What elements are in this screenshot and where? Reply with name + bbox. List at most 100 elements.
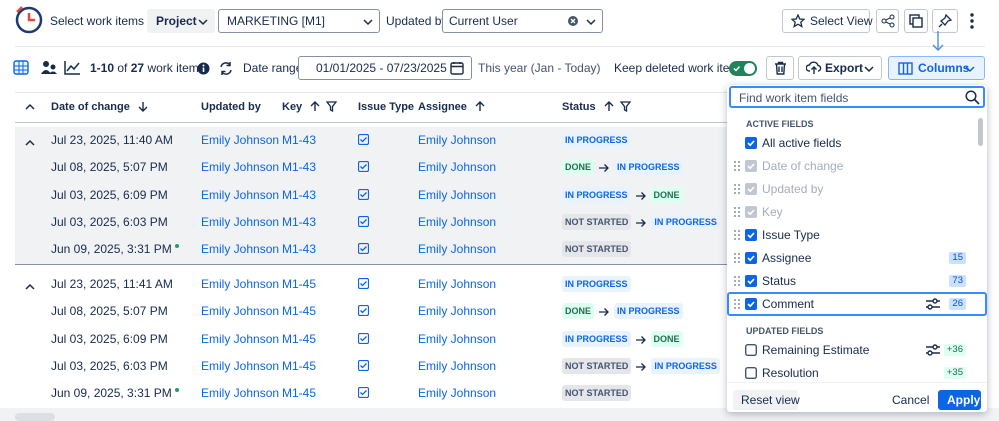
- field-checkbox[interactable]: [744, 366, 758, 382]
- panel-scrollbar: [978, 118, 983, 146]
- column-header[interactable]: Key: [282, 101, 303, 113]
- project-select[interactable]: MARKETING [M1]: [218, 9, 380, 33]
- updated-by-cell[interactable]: Emily Johnson: [201, 214, 280, 229]
- assignee-cell[interactable]: Emily Johnson: [418, 304, 497, 319]
- column-header[interactable]: Date of change: [51, 101, 130, 113]
- status-badge: NOT STARTED: [562, 241, 632, 258]
- status-badge: IN PROGRESS: [614, 303, 683, 320]
- drag-handle[interactable]: [733, 275, 741, 290]
- keep-deleted-toggle[interactable]: [729, 61, 757, 76]
- key-cell[interactable]: M1-43: [282, 133, 317, 147]
- column-header[interactable]: Issue Type: [358, 101, 415, 113]
- field-checkbox[interactable]: [745, 252, 757, 267]
- key-cell[interactable]: M1-43: [282, 242, 317, 257]
- key-cell[interactable]: M1-45: [282, 386, 317, 401]
- field-search[interactable]: Find work item fields: [729, 86, 985, 108]
- apply-text: Apply: [947, 393, 981, 407]
- field-checkbox[interactable]: [745, 137, 757, 152]
- key-cell[interactable]: M1-45: [282, 331, 317, 346]
- field-filter[interactable]: [925, 344, 941, 359]
- updated-by-cell[interactable]: Emily Johnson: [201, 187, 280, 202]
- drag-handle[interactable]: [733, 183, 741, 198]
- assignee-cell[interactable]: Emily Johnson: [418, 160, 497, 175]
- star-icon: [791, 14, 805, 28]
- new-dot: [175, 388, 179, 393]
- cancel-button[interactable]: Cancel: [892, 393, 930, 407]
- updated-by-cell[interactable]: Emily Johnson: [201, 133, 280, 147]
- status-badge: NOT STARTED: [562, 213, 632, 230]
- chevron: [965, 66, 975, 73]
- drag-handle-svg: [734, 230, 740, 240]
- field-checkbox[interactable]: [745, 298, 757, 313]
- assignee-cell[interactable]: Emily Johnson: [418, 187, 497, 202]
- drag-handle[interactable]: [733, 160, 741, 175]
- updated-by-cell[interactable]: Emily Johnson: [201, 160, 280, 175]
- project-button[interactable]: Project: [147, 9, 215, 33]
- sort-icon: [604, 101, 614, 115]
- assignee-cell[interactable]: Emily Johnson: [418, 242, 497, 257]
- column-header[interactable]: Status: [562, 101, 596, 113]
- assignee-cell[interactable]: Emily Johnson: [418, 277, 497, 291]
- drag-handle-svg: [734, 253, 740, 263]
- key-cell[interactable]: M1-43: [282, 160, 317, 175]
- issue-type-icon-svg: [357, 161, 370, 173]
- reset-button[interactable]: Reset view: [733, 390, 800, 410]
- issue-type-icon: [357, 387, 370, 401]
- assignee-cell[interactable]: Emily Johnson: [418, 214, 497, 229]
- key-cell[interactable]: M1-43: [282, 214, 317, 229]
- export-button[interactable]: Export: [798, 56, 882, 80]
- assignee-cell[interactable]: Emily Johnson: [418, 133, 497, 147]
- key-cell[interactable]: M1-45: [282, 358, 317, 373]
- collapse-all[interactable]: [25, 103, 35, 111]
- assignee-cell[interactable]: Emily Johnson: [418, 358, 497, 373]
- view-icons[interactable]: [13, 59, 83, 77]
- date-cell: Jun 09, 2025, 3:31 PM: [51, 242, 172, 257]
- pin-button[interactable]: [932, 9, 958, 33]
- status-badge: IN PROGRESS: [614, 159, 683, 176]
- column-header[interactable]: Assignee: [418, 101, 467, 113]
- collapse-group[interactable]: [25, 280, 35, 294]
- columns-button[interactable]: Columns: [888, 56, 985, 80]
- updated-by-select[interactable]: Current User: [442, 9, 603, 33]
- updated-by-cell[interactable]: Emily Johnson: [201, 358, 280, 373]
- columns-panel: Find work item fields ACTIVE FIELDS UPDA…: [727, 85, 987, 412]
- collapse-group[interactable]: [25, 136, 35, 150]
- date-range-input[interactable]: 01/01/2025 - 07/23/2025: [298, 56, 472, 80]
- updated-by-cell[interactable]: Emily Johnson: [201, 277, 280, 291]
- refresh-icon[interactable]: [219, 61, 233, 76]
- drag-handle[interactable]: [733, 298, 741, 313]
- delete-button[interactable]: [766, 56, 794, 80]
- field-filter[interactable]: [925, 298, 941, 313]
- status-cell: NOT STARTED: [562, 385, 632, 402]
- field-checkbox: [745, 183, 757, 198]
- drag-handle[interactable]: [733, 206, 741, 221]
- date-cell: Jul 23, 2025, 11:41 AM: [51, 277, 173, 291]
- copy-button[interactable]: [904, 9, 928, 33]
- assignee-cell[interactable]: Emily Johnson: [418, 386, 497, 401]
- field-label: Remaining Estimate: [762, 343, 870, 357]
- updated-by-cell[interactable]: Emily Johnson: [201, 386, 280, 401]
- field-checkbox[interactable]: [745, 275, 757, 290]
- collapse-group-svg: [25, 139, 35, 146]
- select-view-button[interactable]: Select View: [782, 9, 872, 33]
- key-cell[interactable]: M1-45: [282, 304, 317, 319]
- share-button[interactable]: [876, 9, 899, 33]
- key-cell[interactable]: M1-45: [282, 277, 317, 291]
- drag-handle[interactable]: [733, 229, 741, 244]
- drag-handle[interactable]: [733, 252, 741, 267]
- drag-handle-svg: [734, 161, 740, 171]
- updated-by-cell[interactable]: Emily Johnson: [201, 304, 280, 319]
- chevron: [864, 66, 874, 73]
- assignee-cell[interactable]: Emily Johnson: [418, 331, 497, 346]
- updated-by-cell[interactable]: Emily Johnson: [201, 242, 280, 257]
- apply-button[interactable]: Apply: [938, 390, 981, 410]
- field-checkbox[interactable]: [745, 229, 757, 244]
- more-button[interactable]: [966, 12, 978, 30]
- updated-by-cell[interactable]: Emily Johnson: [201, 331, 280, 346]
- field-label: Status: [762, 274, 797, 288]
- key-cell[interactable]: M1-43: [282, 187, 317, 202]
- field-checkbox[interactable]: [744, 343, 758, 359]
- field-checkbox-svg: [745, 183, 757, 195]
- status-badge: NOT STARTED: [562, 357, 632, 374]
- column-header[interactable]: Updated by: [201, 101, 261, 113]
